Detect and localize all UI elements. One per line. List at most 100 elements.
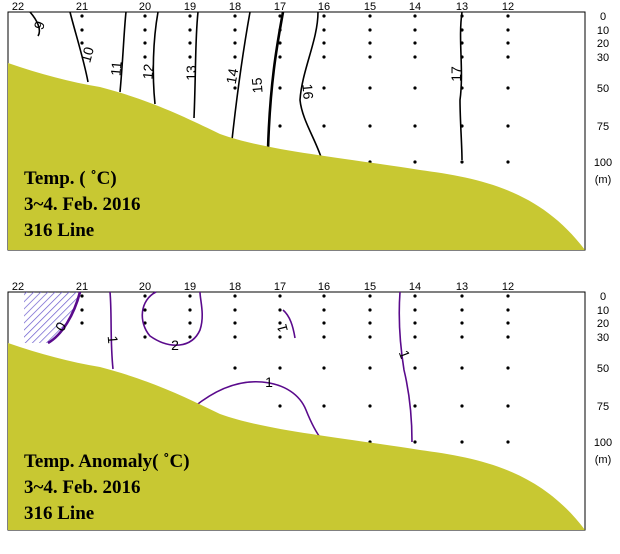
depth-tick-label: 75 [597,121,609,133]
sample-point [188,335,192,339]
isotherm [152,11,159,105]
caption-line: Temp. ( ˚C) [24,168,117,189]
sample-point [233,28,237,32]
sample-point [368,366,372,370]
sample-point [278,404,282,408]
sample-point [322,86,326,90]
sample-point [368,86,372,90]
sample-point [233,308,237,312]
sample-point [233,55,237,59]
sea-bottom [8,63,585,250]
contour-label: 12 [139,63,156,80]
station-label: 12 [502,281,514,293]
sample-point [233,366,237,370]
depth-tick-label: 100 [594,157,612,169]
sample-point [460,308,464,312]
sample-point [143,28,147,32]
station-label: 22 [12,281,24,293]
sample-point [80,308,84,312]
sample-point [506,28,510,32]
station-label: 21 [76,1,88,13]
sample-point [80,41,84,45]
station-label: 18 [229,281,241,293]
isotherm [266,11,285,151]
caption-line: 316 Line [24,503,94,524]
depth-unit-label: (m) [595,174,612,186]
contour-label: 2 [171,337,179,353]
contour-label: 13 [183,65,199,81]
station-label: 14 [409,1,421,13]
depth-tick-label: 30 [597,332,609,344]
sample-point [506,124,510,128]
sample-point [460,366,464,370]
sample-point [413,160,417,164]
sample-point [368,404,372,408]
sample-point [413,294,417,298]
station-label: 19 [184,281,196,293]
sample-point [506,294,510,298]
sample-point [368,28,372,32]
sample-point [278,308,282,312]
sample-point [233,41,237,45]
contour-label: 14 [223,67,241,85]
sample-point [506,366,510,370]
sample-point [322,294,326,298]
sample-point [506,160,510,164]
isotherm [459,11,463,161]
anomaly-contour [398,291,413,443]
depth-tick-label: 50 [597,363,609,375]
sample-point [368,55,372,59]
sample-point [143,14,147,18]
depth-tick-label: 20 [597,318,609,330]
station-label: 17 [274,281,286,293]
sample-point [506,404,510,408]
sample-point [143,41,147,45]
isotherm [69,11,89,83]
sample-point [506,308,510,312]
isotherm [193,11,199,119]
contour-label: 15 [248,77,265,94]
sample-point [506,321,510,325]
sample-point [278,321,282,325]
sample-point [188,294,192,298]
sample-point [368,41,372,45]
sample-point [413,124,417,128]
depth-tick-label: 20 [597,38,609,50]
sample-point [460,335,464,339]
station-label: 17 [274,1,286,13]
caption-line: 3~4. Feb. 2016 [24,477,141,498]
sample-point [460,160,464,164]
depth-tick-label: 50 [597,83,609,95]
sample-point [322,308,326,312]
sample-point [278,124,282,128]
sample-point [322,55,326,59]
contour-label: 16 [299,83,316,100]
sample-point [188,14,192,18]
sample-point [460,321,464,325]
sample-point [506,55,510,59]
sample-point [322,124,326,128]
sample-point [143,321,147,325]
sample-point [233,14,237,18]
sample-point [368,124,372,128]
sample-point [278,294,282,298]
sample-point [413,321,417,325]
negative-anomaly-area [24,292,80,343]
sample-point [322,404,326,408]
sample-point [460,404,464,408]
station-label: 19 [184,1,196,13]
sample-point [322,321,326,325]
sample-point [506,86,510,90]
sample-point [413,41,417,45]
contour-label: 1 [265,374,273,390]
isotherm [119,11,127,93]
sample-point [233,335,237,339]
sample-point [413,366,417,370]
sample-point [188,41,192,45]
depth-tick-label: 10 [597,305,609,317]
sample-point [322,41,326,45]
sample-point [413,335,417,339]
sample-point [413,308,417,312]
isotherm [231,11,251,141]
